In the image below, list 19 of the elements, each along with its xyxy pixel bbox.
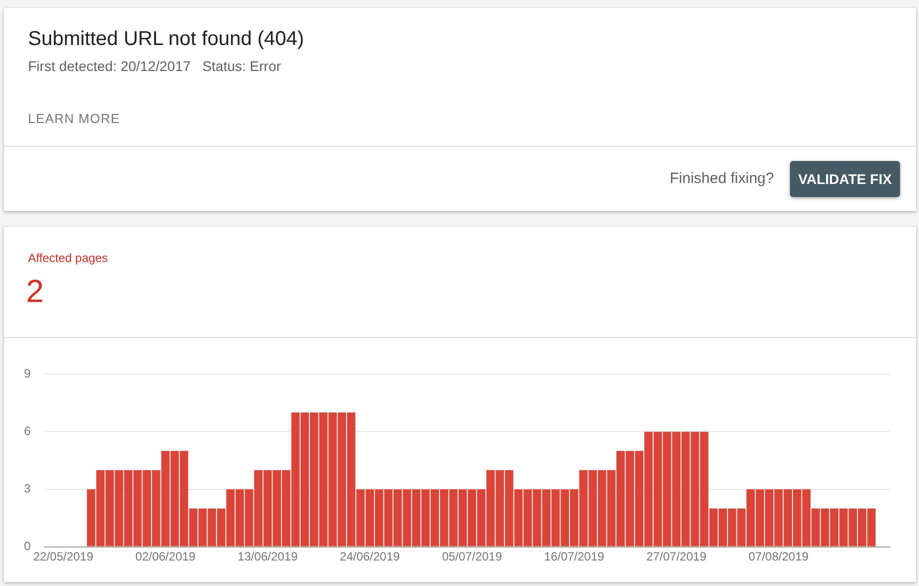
x-tick-label: 07/08/2019	[748, 549, 809, 564]
y-tick-label: 9	[24, 366, 31, 381]
text: 2	[26, 273, 44, 310]
y-tick-label: 0	[24, 539, 31, 554]
x-tick-label: 22/05/2019	[33, 549, 94, 564]
chart-title: Submitted URL not found (404)	[28, 28, 304, 51]
text: Affected pages	[28, 251, 108, 265]
text: Finished fixing?	[670, 170, 774, 187]
x-tick-label: 13/06/2019	[238, 549, 298, 564]
x-tick-label: 24/06/2019	[340, 549, 400, 564]
text: VALIDATE FIX	[790, 161, 900, 197]
y-tick-label: 6	[24, 424, 31, 438]
text: LEARN MORE	[28, 111, 120, 126]
x-tick-label: 02/06/2019	[135, 549, 196, 564]
x-tick-label: 16/07/2019	[544, 549, 605, 564]
x-tick-label: 05/07/2019	[442, 549, 502, 564]
x-tick-label: 27/07/2019	[646, 549, 707, 564]
chart-subtitle: First detected: 20/12/2017 Status: Error	[28, 58, 281, 74]
y-tick-label: 3	[24, 482, 31, 496]
